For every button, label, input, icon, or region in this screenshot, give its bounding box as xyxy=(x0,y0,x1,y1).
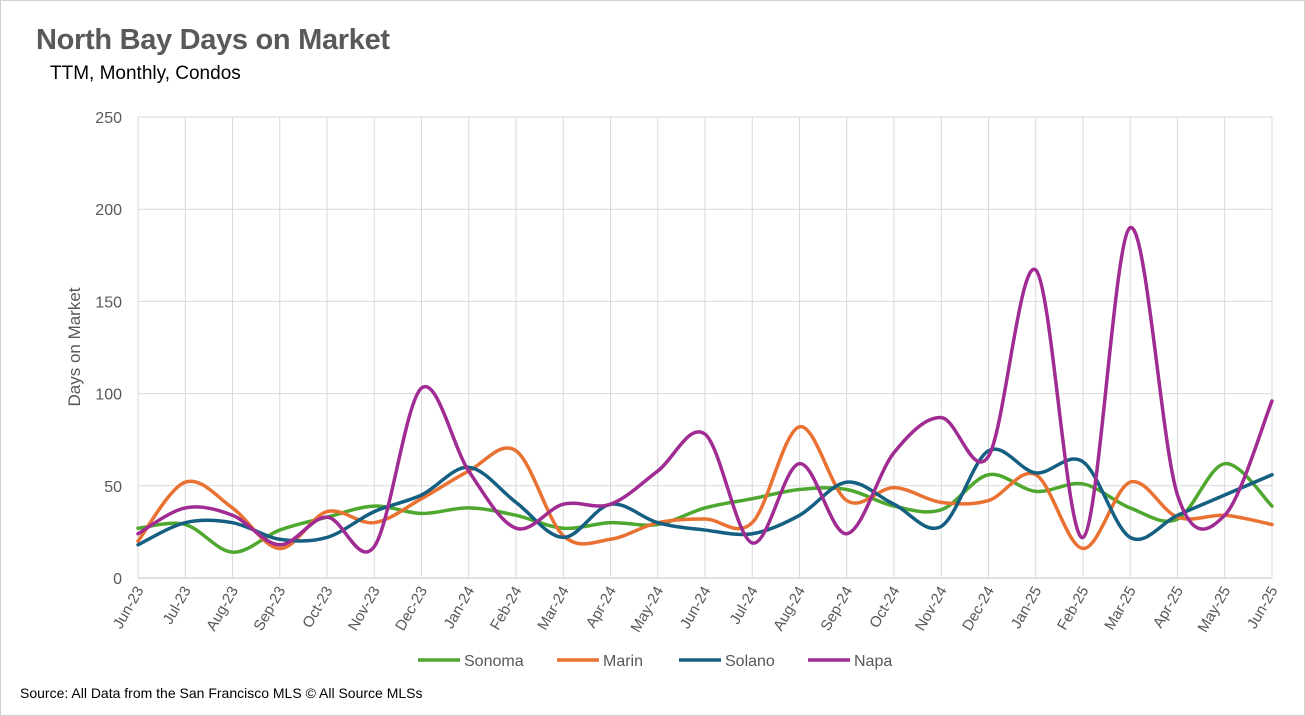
x-tick-label: Jun-25 xyxy=(1244,584,1282,632)
y-tick-label: 250 xyxy=(95,110,122,127)
y-axis-label: Days on Market xyxy=(65,287,84,406)
x-tick-label: Feb-24 xyxy=(487,584,525,634)
series-lines xyxy=(136,225,1274,554)
x-tick-label: Jun-24 xyxy=(677,584,715,632)
source-note: Source: All Data from the San Francisco … xyxy=(20,685,423,701)
x-tick-label: Jun-23 xyxy=(110,584,148,632)
x-tick-label: Nov-24 xyxy=(912,584,951,634)
legend-item-sonoma: Sonoma xyxy=(418,653,524,670)
legend-label: Sonoma xyxy=(464,653,524,670)
legend-item-marin: Marin xyxy=(557,653,643,670)
x-tick-label: May-24 xyxy=(627,584,667,636)
x-tick-label: Apr-24 xyxy=(583,584,620,631)
x-tick-label: Feb-25 xyxy=(1054,584,1092,634)
chart-subtitle: TTM, Monthly, Condos xyxy=(50,63,241,84)
x-tick-label: Jul-23 xyxy=(160,584,195,628)
x-tick-label: Apr-25 xyxy=(1150,584,1187,631)
x-tick-label: Sep-24 xyxy=(817,584,856,634)
x-tick-label: Mar-24 xyxy=(534,584,572,634)
x-tick-label: Dec-23 xyxy=(392,584,431,634)
x-tick-label: Aug-24 xyxy=(770,584,809,634)
x-tick-label: Nov-23 xyxy=(345,584,384,634)
x-tick-label: Sep-23 xyxy=(250,584,289,634)
x-axis-ticks: Jun-23 Jul-23 Aug-23 Sep-23 Oct-23 Nov-23 Dec-… xyxy=(110,584,1282,636)
x-tick-label: Oct-24 xyxy=(866,584,903,631)
y-tick-label: 50 xyxy=(104,479,122,496)
x-tick-label: Jul-24 xyxy=(727,584,762,628)
x-tick-label: Mar-25 xyxy=(1101,584,1139,634)
legend-item-solano: Solano xyxy=(679,653,775,670)
legend-label: Solano xyxy=(725,653,775,670)
y-tick-label: 150 xyxy=(95,294,122,311)
x-tick-label: Jan-24 xyxy=(441,584,479,632)
legend-label: Marin xyxy=(603,653,643,670)
y-tick-label: 0 xyxy=(113,571,122,588)
chart-title: North Bay Days on Market xyxy=(36,24,390,56)
x-tick-label: Jan-25 xyxy=(1008,584,1046,632)
series-line-solano xyxy=(136,447,1274,547)
legend-label: Napa xyxy=(854,653,892,670)
x-tick-label: Dec-24 xyxy=(959,584,998,634)
gridlines xyxy=(137,116,1273,579)
series-line-napa xyxy=(136,225,1274,554)
x-tick-label: Oct-23 xyxy=(299,584,336,631)
y-axis-ticks: 0 50 100 150 200 250 xyxy=(95,110,122,588)
legend-item-napa: Napa xyxy=(808,653,892,670)
series-line-marin xyxy=(136,425,1274,551)
legend: Sonoma Marin Solano Napa xyxy=(418,653,892,670)
y-tick-label: 200 xyxy=(95,202,122,219)
y-tick-label: 100 xyxy=(95,387,122,404)
x-tick-label: Aug-23 xyxy=(203,584,242,634)
x-tick-label: May-25 xyxy=(1194,584,1234,636)
